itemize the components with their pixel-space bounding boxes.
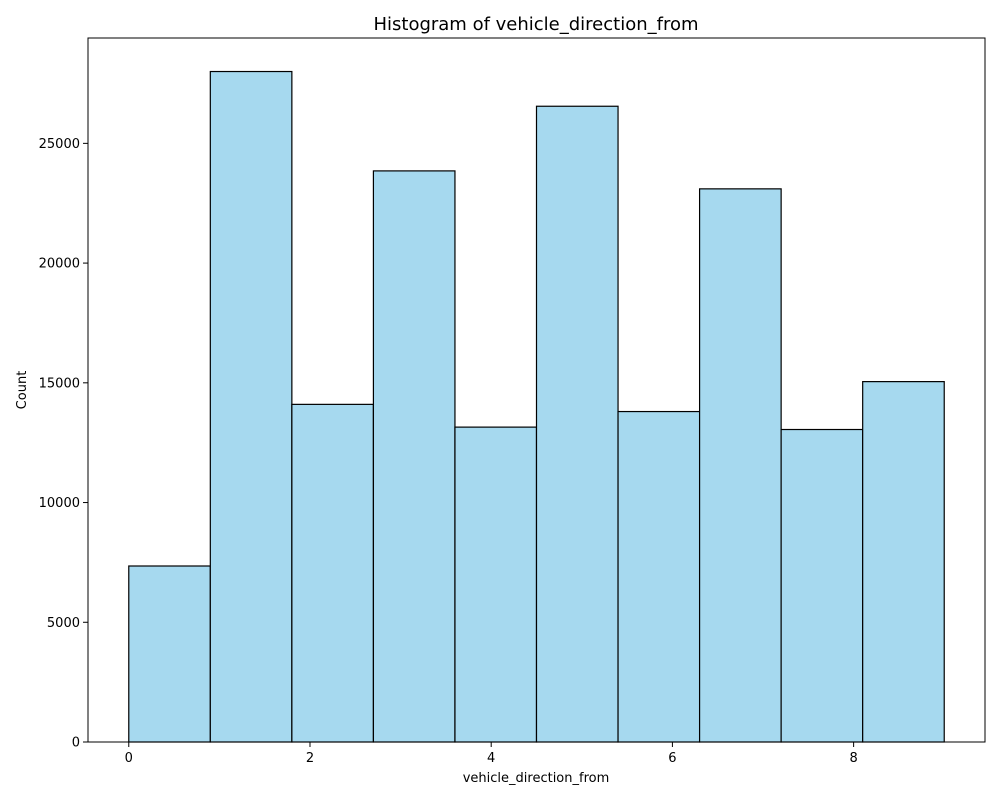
y-tick-label: 0 xyxy=(72,736,80,751)
x-tick-label: 6 xyxy=(668,751,676,766)
x-tick-label: 4 xyxy=(487,751,495,766)
histogram-bar xyxy=(780,428,864,743)
y-tick-label: 5000 xyxy=(47,616,80,631)
y-tick-label: 25000 xyxy=(39,137,80,152)
y-tick-label: 10000 xyxy=(39,496,80,511)
histogram-bar xyxy=(291,403,375,743)
x-tick-label: 8 xyxy=(849,751,857,766)
histogram-bar xyxy=(862,381,945,743)
histogram-bar xyxy=(209,70,293,743)
y-axis-label: Count xyxy=(15,371,30,410)
histogram-bar xyxy=(617,410,701,743)
x-axis-label: vehicle_direction_from xyxy=(463,771,610,786)
axes-layer: 0 2 4 6 8 0 5000 10000 15000 20000 25000 xyxy=(39,37,986,766)
plot-frame xyxy=(87,37,986,743)
histogram-bar xyxy=(128,565,211,743)
y-tick-label: 20000 xyxy=(39,257,80,272)
histogram-bar xyxy=(372,170,456,743)
bars-layer xyxy=(128,70,945,743)
chart-title: Histogram of vehicle_direction_from xyxy=(373,14,698,35)
histogram-bar xyxy=(535,105,619,743)
x-tick-label: 2 xyxy=(306,751,314,766)
histogram-bar xyxy=(454,426,538,743)
x-tick-label: 0 xyxy=(125,751,133,766)
histogram-bar xyxy=(698,188,782,743)
y-tick-label: 15000 xyxy=(39,376,80,391)
